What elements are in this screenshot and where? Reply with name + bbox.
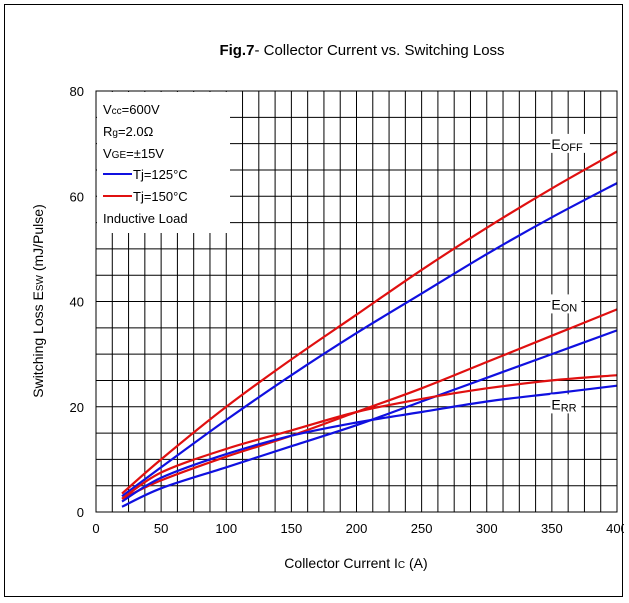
curve-labels: EOFF EON ERR <box>550 133 590 414</box>
y-tick-label: 80 <box>70 84 84 99</box>
series-eon-tj125 <box>121 329 618 508</box>
chart-title-bold: Fig.7 <box>219 42 254 59</box>
curve-label-eon: EON <box>551 296 577 314</box>
y-axis-label-main: Switching Loss E <box>30 291 46 398</box>
curve-label-bg <box>550 394 582 414</box>
y-tick-label: 0 <box>77 505 84 520</box>
legend-tj150-label: Tj=150°C <box>133 189 188 204</box>
series-eoff-tj125 <box>121 182 618 498</box>
tick-labels: 0 50 100 150 200 250 300 350 400 0 20 40 60 80 <box>70 84 624 536</box>
y-axis-label: Switching Loss ESW (mJ/Pulse) <box>30 204 46 398</box>
x-axis-label-unit: (A) <box>405 555 428 571</box>
chart-title: Fig.7- Collector Current vs. Switching L… <box>219 42 504 59</box>
x-axis-label-main: Collector Current I <box>284 555 398 571</box>
legend: Vcc=600V Rg=2.0Ω VGE=±15V Tj=125°C Tj=150°C I… <box>97 92 230 233</box>
curve-label-eoff: EOFF <box>551 136 583 154</box>
series-eoff-tj150 <box>121 150 618 495</box>
legend-tj125-label: Tj=125°C <box>133 167 188 182</box>
x-tick-label: 0 <box>92 521 99 536</box>
series-err-tj125 <box>121 384 618 503</box>
x-tick-label: 100 <box>215 521 237 536</box>
chart-title-rest: - Collector Current vs. Switching Loss <box>254 42 504 59</box>
series-eon-tj150 <box>121 308 618 500</box>
legend-box <box>97 92 230 233</box>
legend-rg: Rg=2.0Ω <box>103 124 154 139</box>
y-tick-label: 60 <box>70 189 84 204</box>
legend-inductive-load: Inductive Load <box>103 211 188 226</box>
x-tick-label: 300 <box>476 521 498 536</box>
chart-frame: Fig.7- Collector Current vs. Switching L… <box>4 4 624 597</box>
legend-vcc: Vcc=600V <box>103 102 160 117</box>
x-tick-label: 250 <box>411 521 433 536</box>
y-tick-label: 20 <box>70 400 84 415</box>
legend-vge: VGE=±15V <box>103 146 164 161</box>
x-tick-label: 150 <box>281 521 303 536</box>
plot-border <box>95 90 618 513</box>
y-axis-label-sub: SW <box>35 274 46 291</box>
series-lines <box>121 150 618 508</box>
x-axis-label: Collector Current IC (A) <box>284 555 427 571</box>
curve-label-bg <box>550 133 590 153</box>
x-tick-label: 350 <box>541 521 563 536</box>
y-tick-label: 40 <box>70 295 84 310</box>
y-axis-label-unit: (mJ/Pulse) <box>30 204 46 275</box>
x-tick-label: 50 <box>154 521 168 536</box>
switching-loss-chart: Fig.7- Collector Current vs. Switching L… <box>30 42 624 571</box>
x-tick-label: 400 <box>606 521 624 536</box>
curve-label-err: ERR <box>551 396 576 414</box>
x-tick-label: 200 <box>346 521 368 536</box>
curve-label-bg <box>550 294 582 314</box>
series-err-tj150 <box>121 374 618 500</box>
x-axis-label-sub: C <box>398 560 405 571</box>
